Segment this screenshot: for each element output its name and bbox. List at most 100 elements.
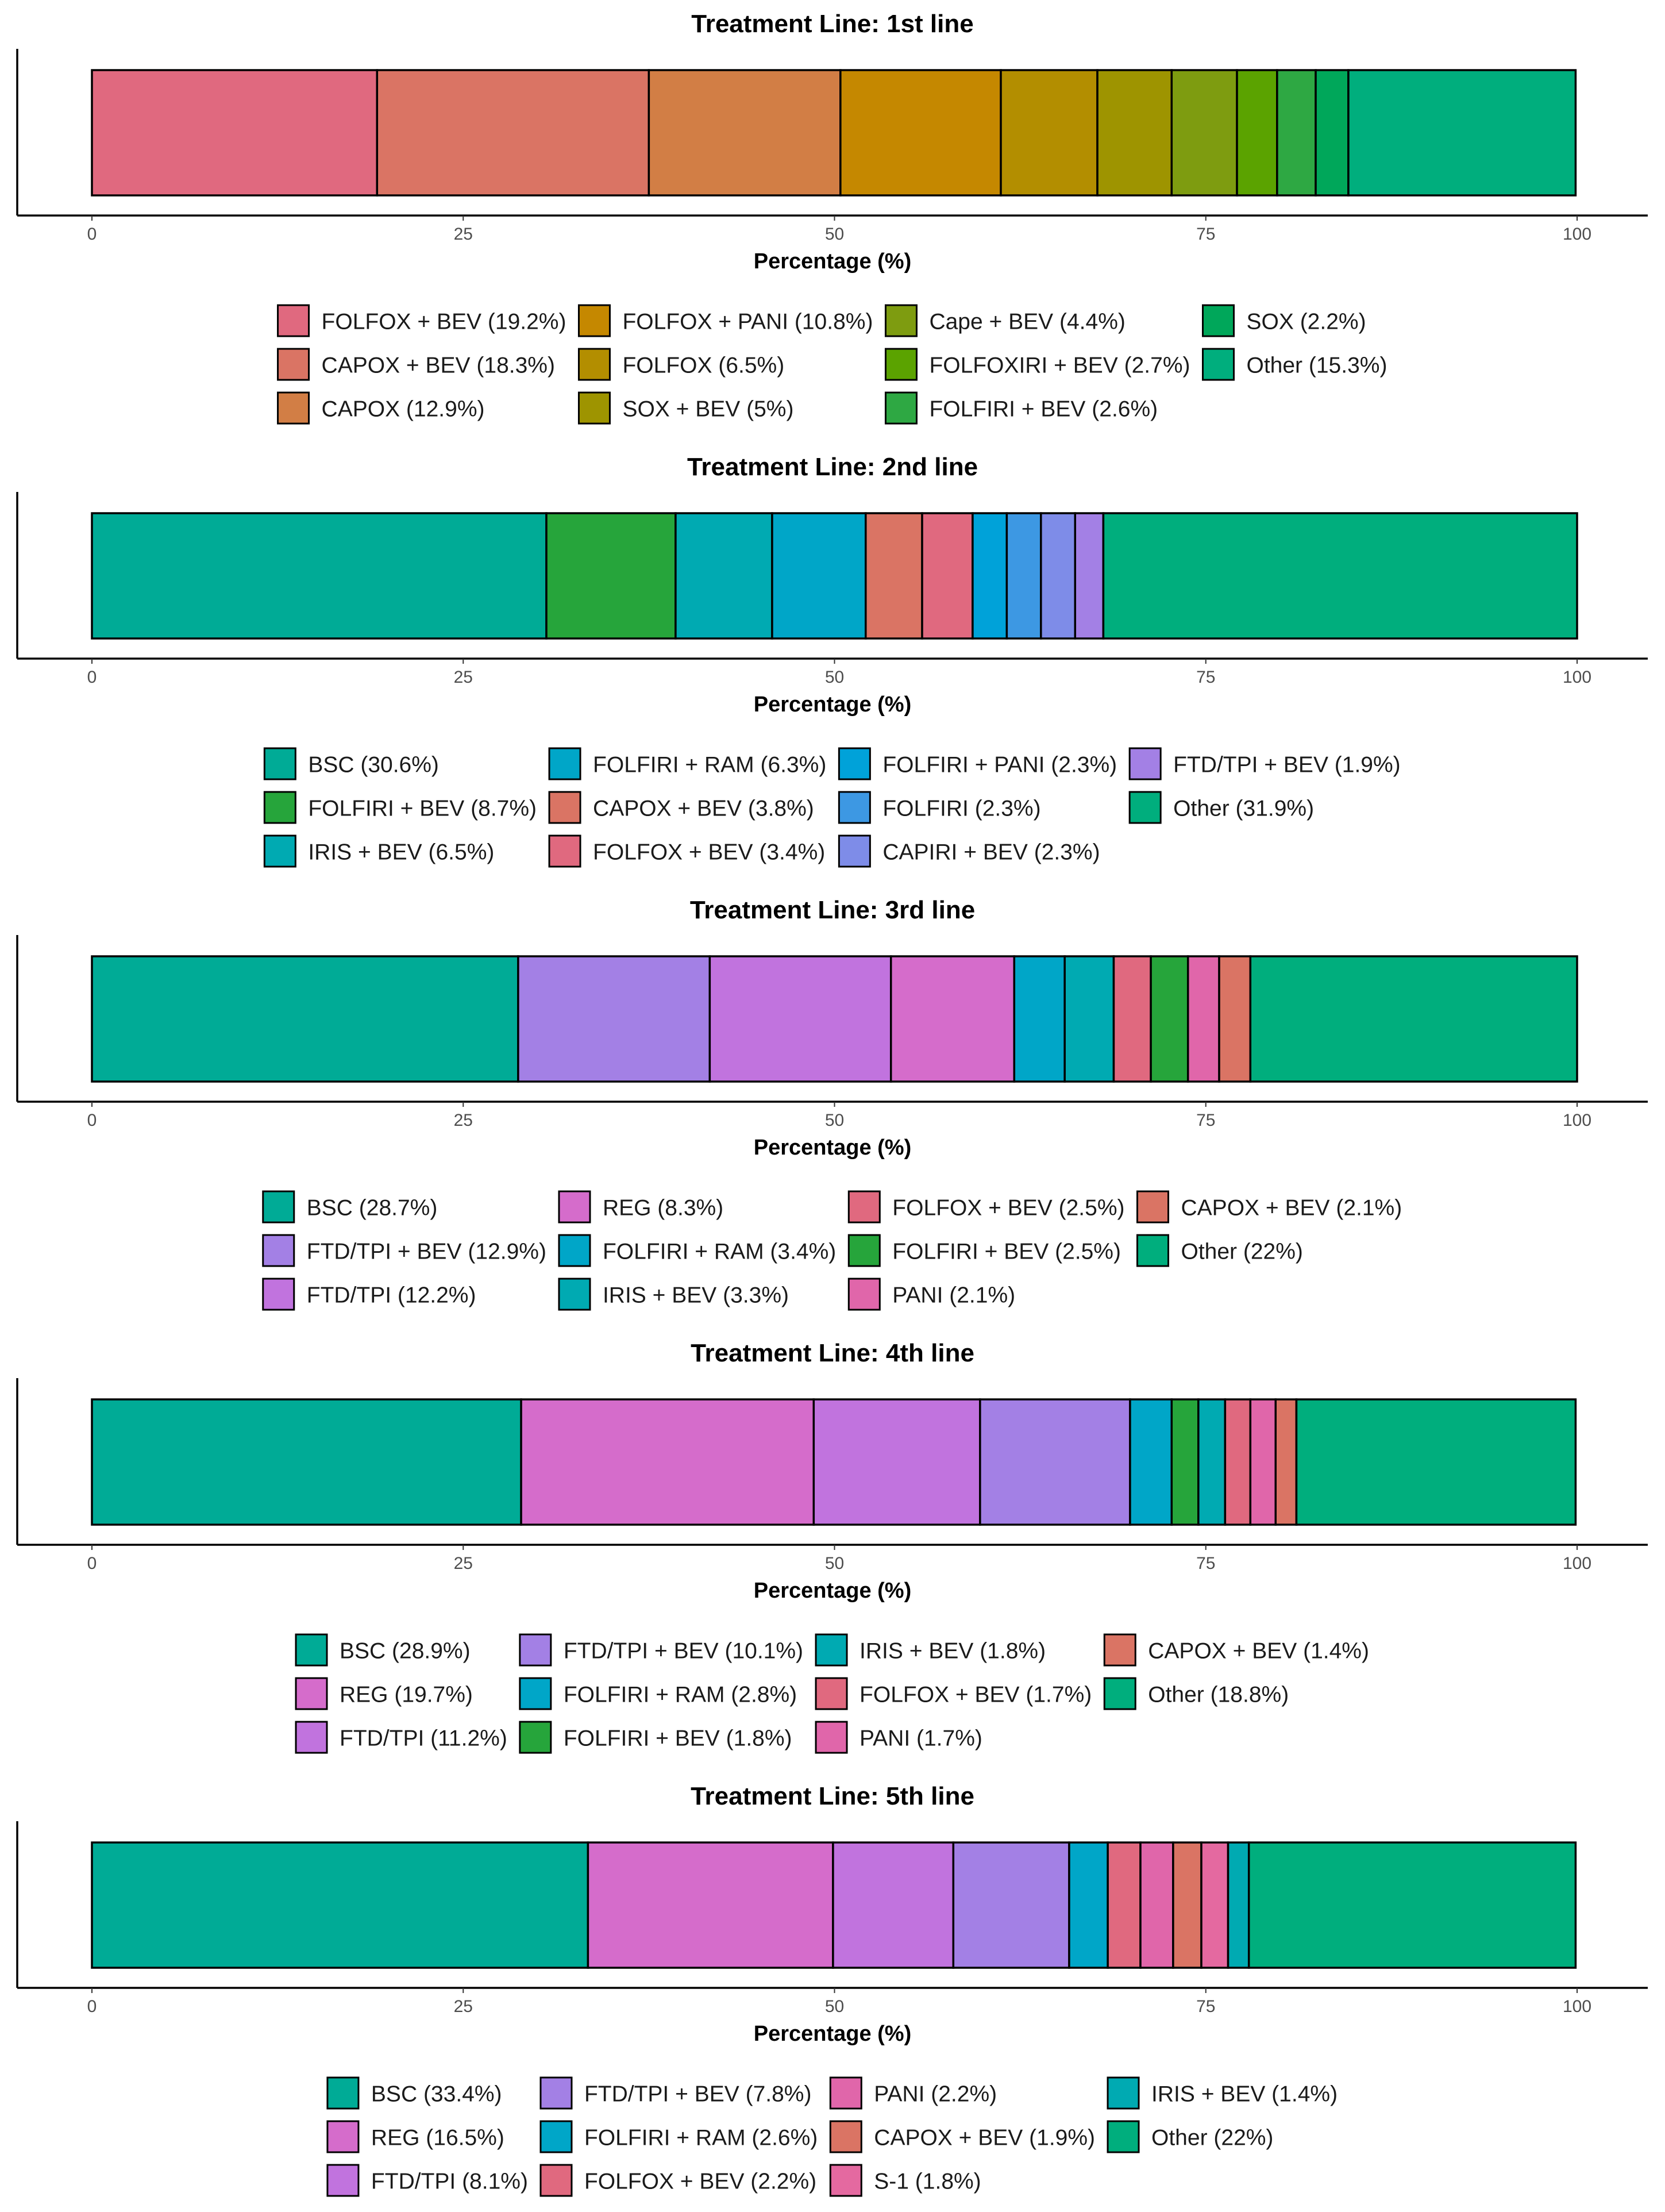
- x-tick-label: 25: [454, 225, 473, 244]
- legend: BSC (33.4%) REG (16.5%) FTD/TPI (8.1%) FTD/…: [326, 2076, 1338, 2197]
- legend-key-reg: [326, 2120, 360, 2153]
- legend-key-capox: [277, 391, 310, 425]
- legend-label: FOLFOX + BEV (2.5%): [892, 1196, 1124, 1221]
- legend-key-reg: [558, 1190, 591, 1224]
- legend-label: FOLFIRI + BEV (1.8%): [564, 1726, 792, 1751]
- legend-key-ftd-tpi-bev: [1128, 747, 1162, 780]
- legend-label: REG (8.3%): [603, 1196, 723, 1221]
- x-tick-label: 100: [1563, 225, 1591, 244]
- legend-label: FTD/TPI (11.2%): [340, 1726, 507, 1751]
- legend-label: Cape + BEV (4.4%): [929, 310, 1125, 334]
- bar-segment-pani: [1249, 1398, 1277, 1526]
- bar-segment-iris-bev: [1227, 1841, 1250, 1969]
- legend-label: IRIS + BEV (1.8%): [860, 1639, 1046, 1664]
- legend-key-folfox-pani: [577, 304, 611, 337]
- x-axis-title: Percentage (%): [754, 693, 912, 717]
- x-tick-label: 75: [1196, 225, 1215, 244]
- x-tick-label: 75: [1196, 1111, 1215, 1130]
- x-tick-label: 50: [825, 1111, 844, 1130]
- bar-segment-iris-bev: [675, 512, 773, 640]
- legend-key-iris-bev: [263, 834, 296, 868]
- legend-key-folfiri-ram: [548, 747, 581, 780]
- x-tick-label: 50: [825, 225, 844, 244]
- legend-label: IRIS + BEV (6.5%): [308, 840, 494, 865]
- legend-label: Other (22%): [1151, 2126, 1273, 2151]
- bar-segment-folfox: [1000, 69, 1099, 197]
- bar-segment-sox-bev: [1096, 69, 1173, 197]
- x-tick-label: 25: [454, 1111, 473, 1130]
- legend-key-folfox: [577, 348, 611, 381]
- panel-title: Treatment Line: 5th line: [691, 1782, 974, 1810]
- legend-label: FOLFOX + BEV (3.4%): [593, 840, 825, 865]
- panel-3: Treatment Line: 3rd line 0 25 50 75 100 Percen…: [16, 896, 1648, 1311]
- legend-label: FTD/TPI + BEV (1.9%): [1173, 753, 1401, 778]
- panel-title: Treatment Line: 4th line: [691, 1339, 974, 1367]
- bar-segment-ftd-tpi-bev: [952, 1841, 1070, 1969]
- legend-key-bsc: [263, 747, 296, 780]
- x-tick-label: 75: [1196, 1997, 1215, 2016]
- bar-segment-folfox-bev: [1112, 955, 1152, 1083]
- legend-label: FTD/TPI (8.1%): [371, 2169, 528, 2194]
- legend-label: BSC (30.6%): [308, 753, 439, 778]
- bar-segment-folfiri-ram: [771, 512, 867, 640]
- legend-label: FOLFIRI + RAM (6.3%): [593, 753, 826, 778]
- x-tick-label: 100: [1563, 1111, 1591, 1130]
- legend-label: FOLFIRI + BEV (2.5%): [892, 1240, 1121, 1264]
- legend-key-s-1: [829, 2164, 862, 2197]
- legend-key-other: [1107, 2120, 1140, 2153]
- legend-label: FOLFIRI + RAM (2.6%): [584, 2126, 818, 2151]
- legend-key-folfox-bev: [277, 304, 310, 337]
- x-tick-label: 25: [454, 1997, 473, 2016]
- bar-segment-capox-bev: [1218, 955, 1252, 1083]
- bar-segment-other: [1295, 1398, 1577, 1526]
- legend-label: CAPOX + BEV (1.9%): [874, 2126, 1095, 2151]
- legend-label: FOLFIRI + BEV (2.6%): [929, 397, 1158, 422]
- legend-key-capox-bev: [1103, 1633, 1136, 1667]
- legend-label: Other (18.8%): [1148, 1683, 1289, 1707]
- legend-label: FOLFOX + BEV (19.2%): [322, 310, 566, 334]
- legend-key-ftd-tpi-bev: [539, 2076, 573, 2110]
- bar-segment-capox-bev: [865, 512, 923, 640]
- bar-segment-capox: [648, 69, 842, 197]
- bar-segment-folfoxiri-bev: [1236, 69, 1278, 197]
- x-tick-label: 0: [87, 1111, 97, 1130]
- bar-segment-cape-bev: [1170, 69, 1238, 197]
- legend-key-folfiri-pani: [838, 747, 871, 780]
- bar-segment-reg: [520, 1398, 815, 1526]
- bar-segment-folfiri-pani: [972, 512, 1008, 640]
- legend-label: FOLFOX + BEV (2.2%): [584, 2169, 816, 2194]
- legend: FOLFOX + BEV (19.2%) CAPOX + BEV (18.3%) C…: [277, 304, 1387, 425]
- bar-segment-capiri-bev: [1040, 512, 1077, 640]
- legend-label: FOLFOXIRI + BEV (2.7%): [929, 353, 1190, 378]
- legend-key-ftd-tpi: [295, 1721, 328, 1754]
- bar-segment-iris-bev: [1063, 955, 1115, 1083]
- legend-label: FTD/TPI + BEV (12.9%): [307, 1240, 546, 1264]
- legend-label: FOLFIRI + PANI (2.3%): [882, 753, 1117, 778]
- legend-key-other: [1136, 1234, 1170, 1267]
- x-tick-label: 0: [87, 668, 97, 687]
- x-axis-title: Percentage (%): [754, 2022, 912, 2046]
- legend-key-capox-bev: [1136, 1190, 1170, 1224]
- bar-segment-ftd-tpi: [832, 1841, 955, 1969]
- panel-1: Treatment Line: 1st line 0 25 50 75 100 Percen…: [16, 10, 1648, 425]
- legend-key-capox-bev: [829, 2120, 862, 2153]
- legend-label: CAPOX + BEV (3.8%): [593, 797, 814, 821]
- panel-5: Treatment Line: 5th line 0 25 50 75 100 Percen…: [16, 1782, 1648, 2197]
- bar-segment-folfiri-bev: [1276, 69, 1317, 197]
- legend-label: S-1 (1.8%): [874, 2169, 981, 2194]
- legend-label: Other (31.9%): [1173, 797, 1314, 821]
- legend-label: BSC (28.7%): [307, 1196, 438, 1221]
- bar-segment-folfox-pani: [839, 69, 1002, 197]
- x-tick-label: 100: [1563, 668, 1591, 687]
- legend-label: FOLFOX (6.5%): [622, 353, 784, 378]
- panel-title: Treatment Line: 1st line: [691, 10, 973, 38]
- legend-label: SOX (2.2%): [1247, 310, 1366, 334]
- legend-label: FTD/TPI + BEV (10.1%): [564, 1639, 803, 1664]
- legend-key-folfiri-bev: [884, 391, 918, 425]
- legend-label: CAPOX (12.9%): [322, 397, 485, 422]
- legend-label: IRIS + BEV (1.4%): [1151, 2082, 1338, 2107]
- x-tick-label: 50: [825, 1554, 844, 1573]
- legend-label: REG (19.7%): [340, 1683, 473, 1707]
- bar-segment-s-1: [1200, 1841, 1230, 1969]
